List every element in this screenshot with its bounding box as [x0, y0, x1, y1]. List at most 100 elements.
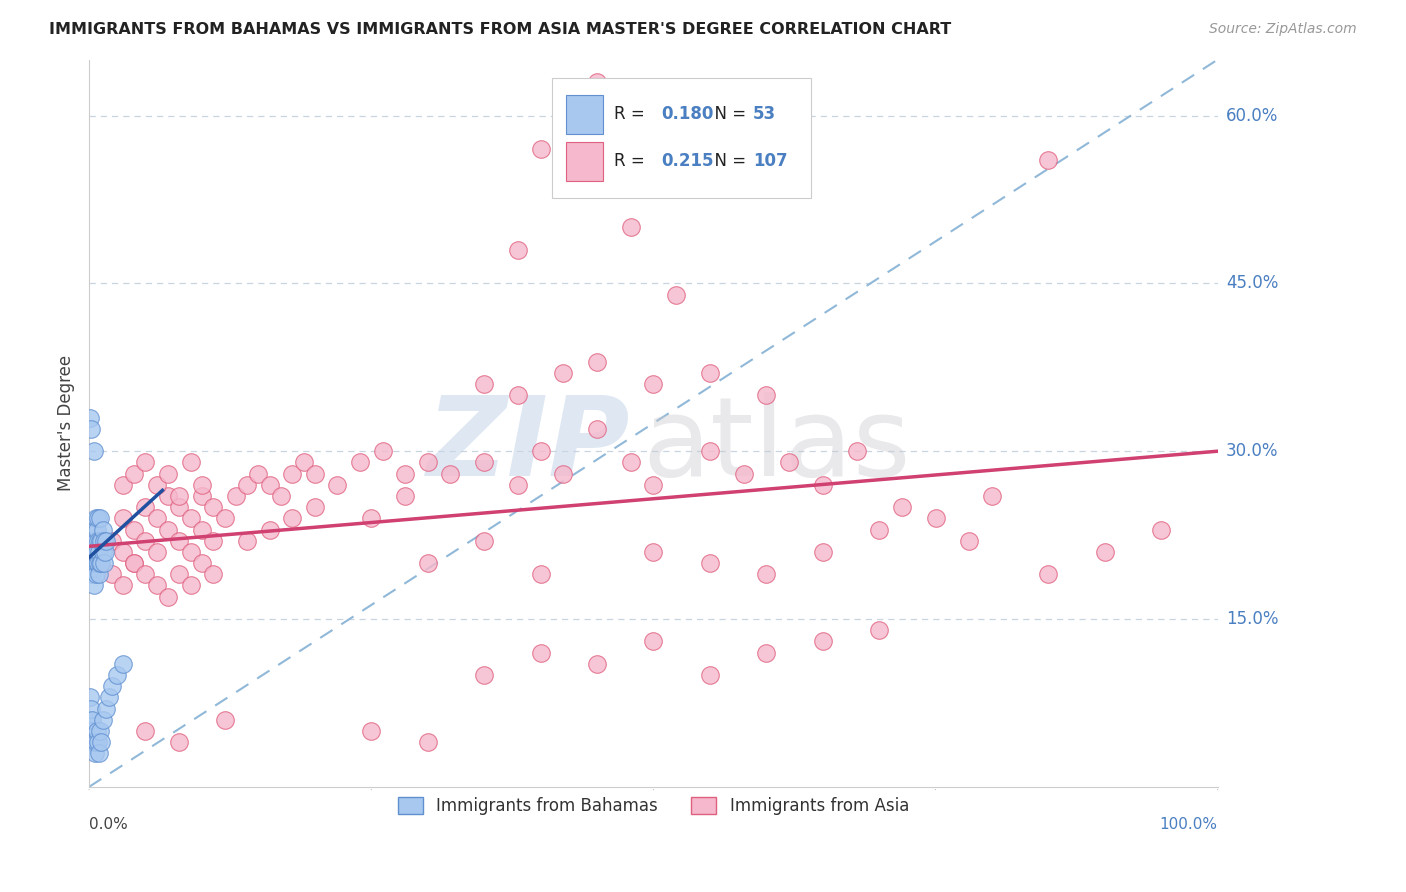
- Point: [93, 556, 115, 570]
- Point: [89, 511, 111, 525]
- Point: [111, 657, 134, 671]
- Point: [506, 388, 529, 402]
- Point: [105, 668, 128, 682]
- Point: [890, 500, 912, 515]
- Point: [1150, 523, 1173, 537]
- Point: [643, 477, 665, 491]
- Point: [91, 545, 114, 559]
- Point: [134, 567, 156, 582]
- Point: [360, 511, 382, 525]
- Point: [180, 511, 202, 525]
- Point: [94, 545, 117, 559]
- Point: [416, 556, 439, 570]
- Point: [83, 523, 105, 537]
- Point: [98, 690, 121, 705]
- Point: [529, 646, 551, 660]
- Point: [80, 422, 103, 436]
- Point: [202, 567, 225, 582]
- Point: [90, 533, 112, 548]
- Point: [1094, 545, 1116, 559]
- Point: [506, 477, 529, 491]
- Point: [643, 545, 665, 559]
- Point: [981, 489, 1004, 503]
- Point: [247, 467, 270, 481]
- Point: [214, 511, 236, 525]
- Point: [180, 455, 202, 469]
- Point: [84, 735, 107, 749]
- Point: [506, 243, 529, 257]
- Point: [472, 377, 495, 392]
- Point: [87, 511, 110, 525]
- FancyBboxPatch shape: [551, 78, 811, 198]
- Point: [699, 668, 721, 682]
- Point: [83, 545, 105, 559]
- Point: [86, 523, 108, 537]
- Point: [371, 444, 394, 458]
- Point: [259, 477, 281, 491]
- Text: R =: R =: [614, 105, 650, 123]
- Point: [157, 467, 180, 481]
- Point: [304, 500, 326, 515]
- Point: [100, 533, 122, 548]
- Point: [180, 578, 202, 592]
- Point: [89, 723, 111, 738]
- Point: [957, 533, 980, 548]
- Point: [86, 545, 108, 559]
- Point: [79, 690, 101, 705]
- Point: [924, 511, 946, 525]
- Point: [83, 545, 105, 559]
- Point: [79, 713, 101, 727]
- Point: [89, 545, 111, 559]
- Point: [755, 646, 778, 660]
- Point: [551, 467, 574, 481]
- Point: [811, 477, 834, 491]
- Point: [91, 713, 114, 727]
- Point: [134, 455, 156, 469]
- Point: [83, 578, 105, 592]
- Point: [82, 533, 104, 548]
- Point: [439, 467, 461, 481]
- Point: [191, 523, 214, 537]
- Point: [349, 455, 371, 469]
- Point: [111, 578, 134, 592]
- Point: [94, 701, 117, 715]
- Point: [270, 489, 292, 503]
- Point: [180, 545, 202, 559]
- Point: [134, 500, 156, 515]
- Point: [755, 567, 778, 582]
- Point: [157, 523, 180, 537]
- Point: [87, 735, 110, 749]
- Point: [111, 477, 134, 491]
- Point: [416, 455, 439, 469]
- Point: [699, 366, 721, 380]
- Point: [86, 556, 108, 570]
- Point: [80, 723, 103, 738]
- Point: [394, 467, 416, 481]
- Point: [225, 489, 247, 503]
- Point: [416, 735, 439, 749]
- Point: [360, 723, 382, 738]
- Point: [122, 467, 145, 481]
- Point: [169, 489, 191, 503]
- Point: [82, 713, 104, 727]
- Point: [620, 220, 643, 235]
- Text: 0.180: 0.180: [661, 105, 714, 123]
- Point: [236, 477, 259, 491]
- Point: [111, 545, 134, 559]
- Point: [134, 533, 156, 548]
- Point: [89, 746, 111, 760]
- Point: [90, 735, 112, 749]
- Text: IMMIGRANTS FROM BAHAMAS VS IMMIGRANTS FROM ASIA MASTER'S DEGREE CORRELATION CHAR: IMMIGRANTS FROM BAHAMAS VS IMMIGRANTS FR…: [49, 22, 952, 37]
- Text: N =: N =: [704, 153, 752, 170]
- Point: [134, 723, 156, 738]
- Point: [191, 477, 214, 491]
- Point: [755, 388, 778, 402]
- Point: [202, 500, 225, 515]
- Point: [586, 422, 609, 436]
- Point: [529, 444, 551, 458]
- Point: [157, 489, 180, 503]
- Point: [281, 467, 304, 481]
- Point: [529, 142, 551, 156]
- Point: [100, 567, 122, 582]
- Text: 15.0%: 15.0%: [1226, 610, 1278, 628]
